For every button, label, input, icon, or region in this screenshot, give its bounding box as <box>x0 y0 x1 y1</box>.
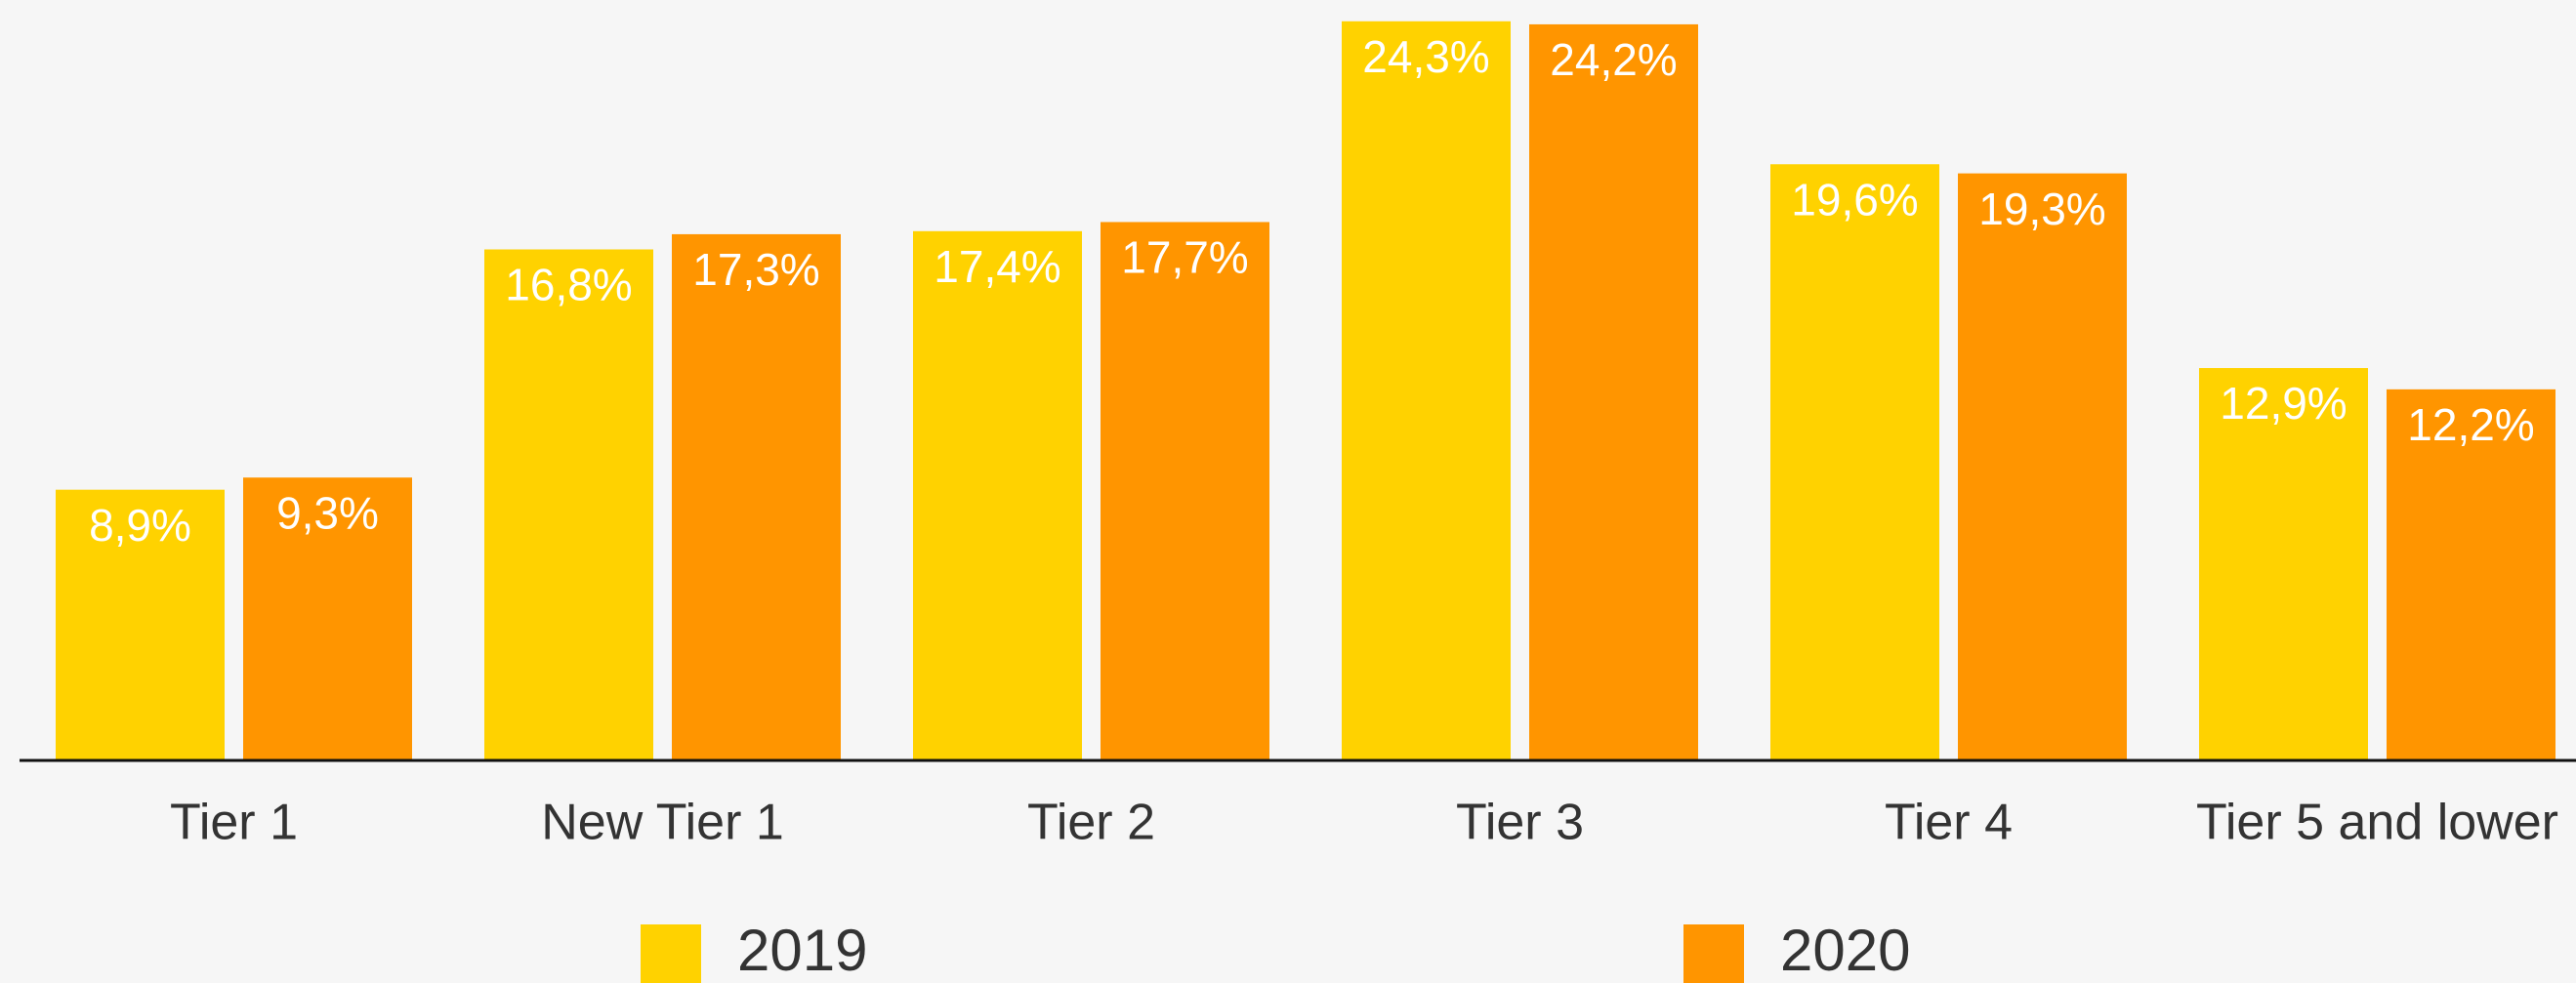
bar <box>2199 368 2368 760</box>
bar <box>1529 23 1698 761</box>
value-label: 19,3% <box>1978 184 2105 234</box>
bar <box>1342 20 1511 760</box>
value-label: 17,4% <box>934 241 1060 292</box>
bar <box>2387 389 2555 760</box>
value-label: 24,2% <box>1550 34 1677 85</box>
x-tick-label: Tier 2 <box>1027 795 1155 851</box>
legend-label: 2020 <box>1780 918 1910 983</box>
value-label: 19,6% <box>1791 174 1918 225</box>
x-tick-label: Tier 4 <box>1885 795 2013 851</box>
x-tick-label: Tier 5 and lower <box>2196 795 2558 851</box>
bar <box>484 249 653 761</box>
value-label: 17,7% <box>1121 232 1248 283</box>
bar <box>243 477 412 760</box>
value-label: 12,2% <box>2407 399 2534 450</box>
value-label: 12,9% <box>2220 378 2347 429</box>
x-tick-label: New Tier 1 <box>541 795 784 851</box>
bar <box>1958 173 2127 760</box>
bar <box>56 489 225 760</box>
bar <box>913 230 1082 761</box>
legend-label: 2019 <box>737 918 867 983</box>
legend-swatch <box>641 924 701 983</box>
x-tick-label: Tier 1 <box>170 795 298 851</box>
value-label: 16,8% <box>505 260 632 310</box>
value-label: 17,3% <box>692 244 819 295</box>
value-label: 24,3% <box>1362 31 1489 82</box>
bar <box>1101 222 1269 760</box>
value-label: 8,9% <box>89 500 191 551</box>
bar <box>1770 164 1939 760</box>
legend-swatch <box>1683 924 1744 983</box>
bar <box>672 233 841 760</box>
x-tick-label: Tier 3 <box>1456 795 1584 851</box>
value-label: 9,3% <box>276 487 379 538</box>
